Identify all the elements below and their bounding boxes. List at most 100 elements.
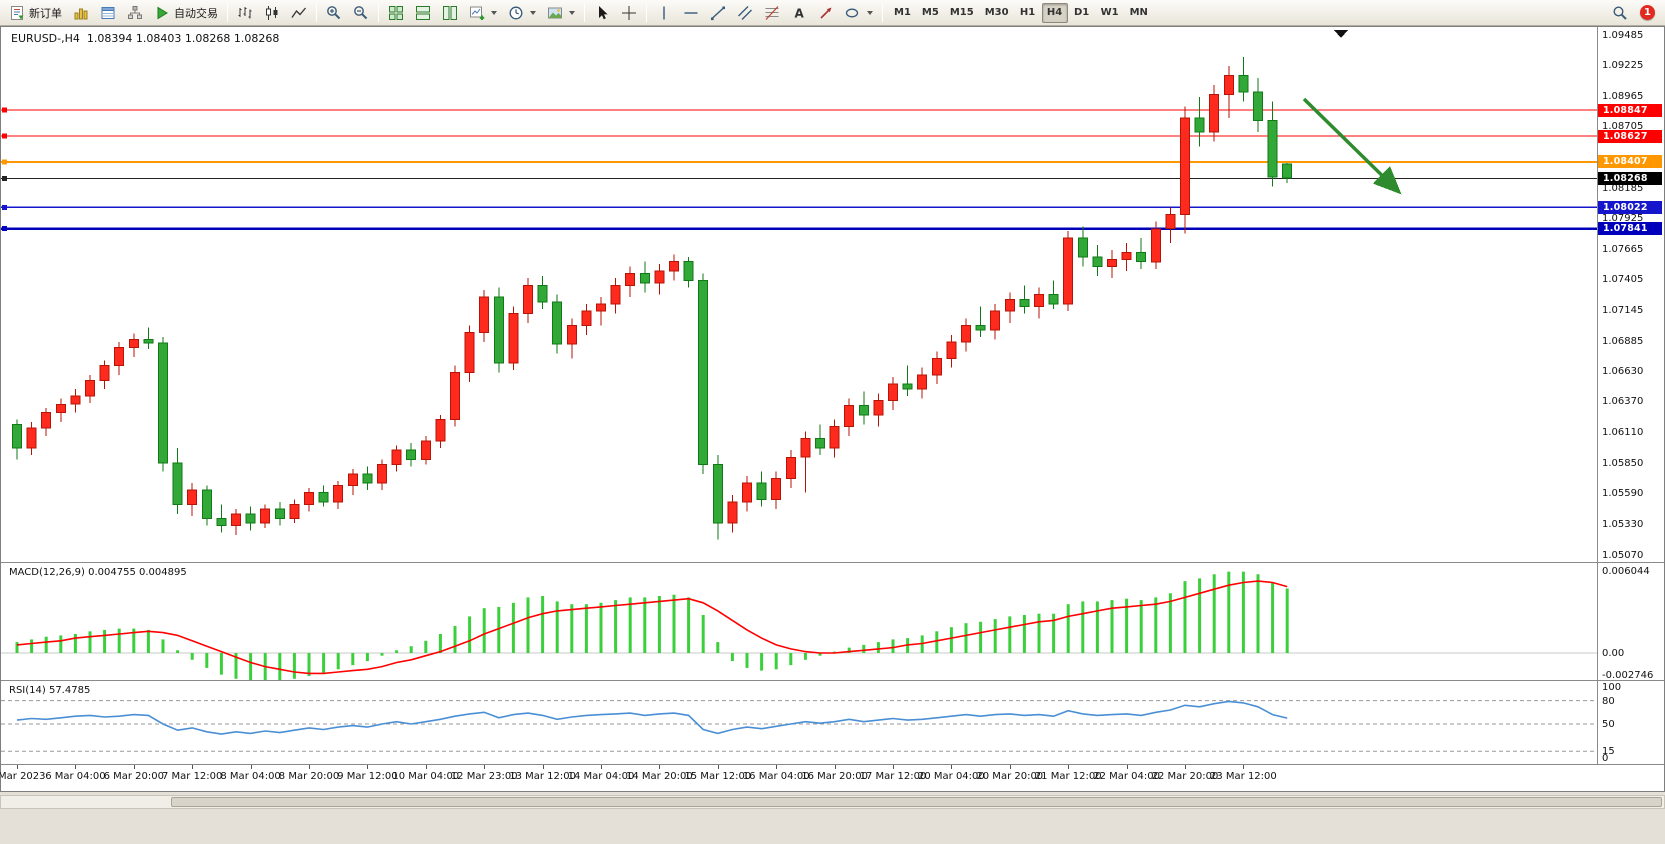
time-axis-label: 23 Mar 12:00 [1210, 771, 1277, 782]
candlestick-chart-icon [266, 5, 278, 20]
price-axis-tick: 1.05590 [1602, 488, 1644, 500]
price-axis-tick: 1.07145 [1602, 305, 1644, 317]
toolbar-separator [646, 3, 647, 22]
time-axis-tick [659, 765, 661, 769]
time-axis-label: 7 Mar 12:00 [161, 771, 223, 782]
new-order-button[interactable]: 新订单 [4, 2, 67, 24]
ohlc-values: 1.08394 1.08403 1.08268 1.08268 [86, 32, 280, 45]
price-axis-tick: 1.08185 [1602, 182, 1644, 194]
time-axis-tick [484, 765, 486, 769]
rsi-chart-canvas[interactable] [1, 681, 1597, 765]
rsi-axis-label: 15 [1602, 746, 1615, 757]
time-axis-label: 20 Mar 04:00 [918, 771, 985, 782]
timeframe-D1[interactable]: D1 [1069, 3, 1095, 23]
price-level-badge: 1.08847 [1598, 103, 1662, 117]
search-button[interactable] [1607, 2, 1633, 24]
chart-bars-button[interactable] [232, 2, 258, 24]
trendline-tool-button[interactable] [705, 2, 731, 24]
rsi-axis[interactable]: 100 80 50 15 0 [1597, 681, 1664, 764]
auto-trading-button[interactable]: 自动交易 [149, 2, 223, 24]
timeframe-H4[interactable]: H4 [1041, 2, 1068, 23]
time-axis-label: 21 Mar 12:00 [1034, 771, 1102, 782]
vertical-line-tool-button[interactable] [651, 2, 677, 24]
macd-axis-label: 0.00 [1602, 647, 1625, 659]
fibonacci-tool-button[interactable] [759, 2, 785, 24]
line-chart-icon [291, 7, 306, 18]
cursor-button[interactable] [589, 2, 615, 24]
macd-chart-canvas[interactable] [1, 563, 1597, 681]
scrollbar-thumb[interactable] [171, 797, 1662, 807]
time-axis-tick [309, 765, 310, 769]
symbol-period: EURUSD-,H4 [11, 32, 80, 45]
text-tool-button[interactable]: A [786, 2, 812, 24]
tile-horizontal-button[interactable] [410, 2, 436, 24]
time-axis-label: 16 Mar 20:00 [801, 771, 868, 782]
time-axis-label: 17 Mar 12:00 [859, 771, 927, 782]
timeframe-H1[interactable]: H1 [1015, 3, 1041, 23]
channel-icon [738, 5, 752, 20]
chart-line-button[interactable] [286, 2, 312, 24]
price-axis-tick: 1.06370 [1602, 396, 1644, 408]
chevron-down-icon [867, 10, 873, 15]
timeframe-W1[interactable]: W1 [1096, 3, 1124, 23]
time-axis-tick [893, 765, 894, 769]
timeframe-M1[interactable]: M1 [889, 3, 916, 23]
new-order-icon [11, 5, 24, 20]
time-axis-label: 10 Mar 04:00 [392, 771, 460, 782]
toolbar-separator [316, 3, 317, 22]
market-watch-button[interactable] [68, 2, 94, 24]
channel-tool-button[interactable] [732, 2, 758, 24]
rsi-axis-label: 100 [1602, 682, 1622, 693]
price-axis-tick: 1.08965 [1602, 90, 1644, 102]
fibonacci-icon [765, 5, 779, 20]
zoom-out-icon [354, 5, 368, 19]
data-window-button[interactable] [95, 2, 121, 24]
crosshair-button[interactable] [616, 2, 642, 24]
toolbar-separator [227, 3, 228, 22]
price-axis[interactable]: 1.09485 1.09225 1.08965 1.08705 1.08185 1.079… [1597, 27, 1664, 562]
new-chart-button[interactable] [464, 2, 502, 24]
rsi-axis-label: 50 [1602, 719, 1615, 730]
periods-button[interactable] [503, 2, 541, 24]
timeframe-M15[interactable]: M15 [945, 3, 979, 23]
tile-grid-icon [389, 5, 403, 20]
macd-pane[interactable]: MACD(12,26,9) 0.004755 0.004895 0.006044… [1, 563, 1664, 681]
tile-windows-button[interactable] [383, 2, 409, 24]
crosshair-icon [622, 5, 636, 20]
price-axis-tick: 1.07925 [1602, 213, 1644, 225]
navigator-button[interactable] [122, 2, 148, 24]
time-axis-label: 8 Mar 20:00 [278, 771, 340, 782]
tile-horizontal-icon [416, 5, 430, 20]
price-chart-canvas[interactable] [1, 27, 1597, 563]
time-axis-label: 8 Mar 04:00 [220, 771, 281, 782]
template-icon [548, 7, 562, 18]
cursor-icon [599, 5, 608, 19]
notification-badge[interactable]: 1 [1640, 5, 1655, 20]
shapes-tool-button[interactable] [840, 2, 878, 24]
tile-vertical-button[interactable] [437, 2, 463, 24]
price-axis-tick: 1.05330 [1602, 518, 1644, 530]
rsi-pane[interactable]: RSI(14) 57.4785 100 80 50 15 0 [1, 681, 1664, 765]
toolbar-separator [378, 3, 379, 22]
data-window-icon [101, 6, 115, 19]
horizontal-line-tool-button[interactable] [678, 2, 704, 24]
templates-button[interactable] [542, 2, 580, 24]
horizontal-scrollbar[interactable] [0, 795, 1665, 809]
toolbar-separator [584, 3, 585, 22]
price-axis-tick: 1.05850 [1602, 457, 1644, 469]
time-axis-label: 6 Mar 20:00 [103, 771, 164, 782]
time-axis-tick [133, 765, 135, 769]
price-pane[interactable]: EURUSD-,H4 1.08394 1.08403 1.08268 1.0826… [1, 27, 1664, 563]
time-axis-tick [192, 765, 194, 769]
zoom-in-button[interactable] [321, 2, 347, 24]
arrows-tool-button[interactable] [813, 2, 839, 24]
timeframe-M5[interactable]: M5 [917, 3, 944, 23]
new-order-label: 新订单 [29, 7, 62, 20]
arrow-marker-icon [820, 7, 832, 19]
timeframe-M30[interactable]: M30 [980, 3, 1014, 23]
chart-candles-button[interactable] [259, 2, 285, 24]
timeframe-MN[interactable]: MN [1125, 3, 1153, 23]
zoom-out-button[interactable] [348, 2, 374, 24]
macd-axis[interactable]: 0.006044 0.00 -0.002746 [1597, 563, 1664, 680]
